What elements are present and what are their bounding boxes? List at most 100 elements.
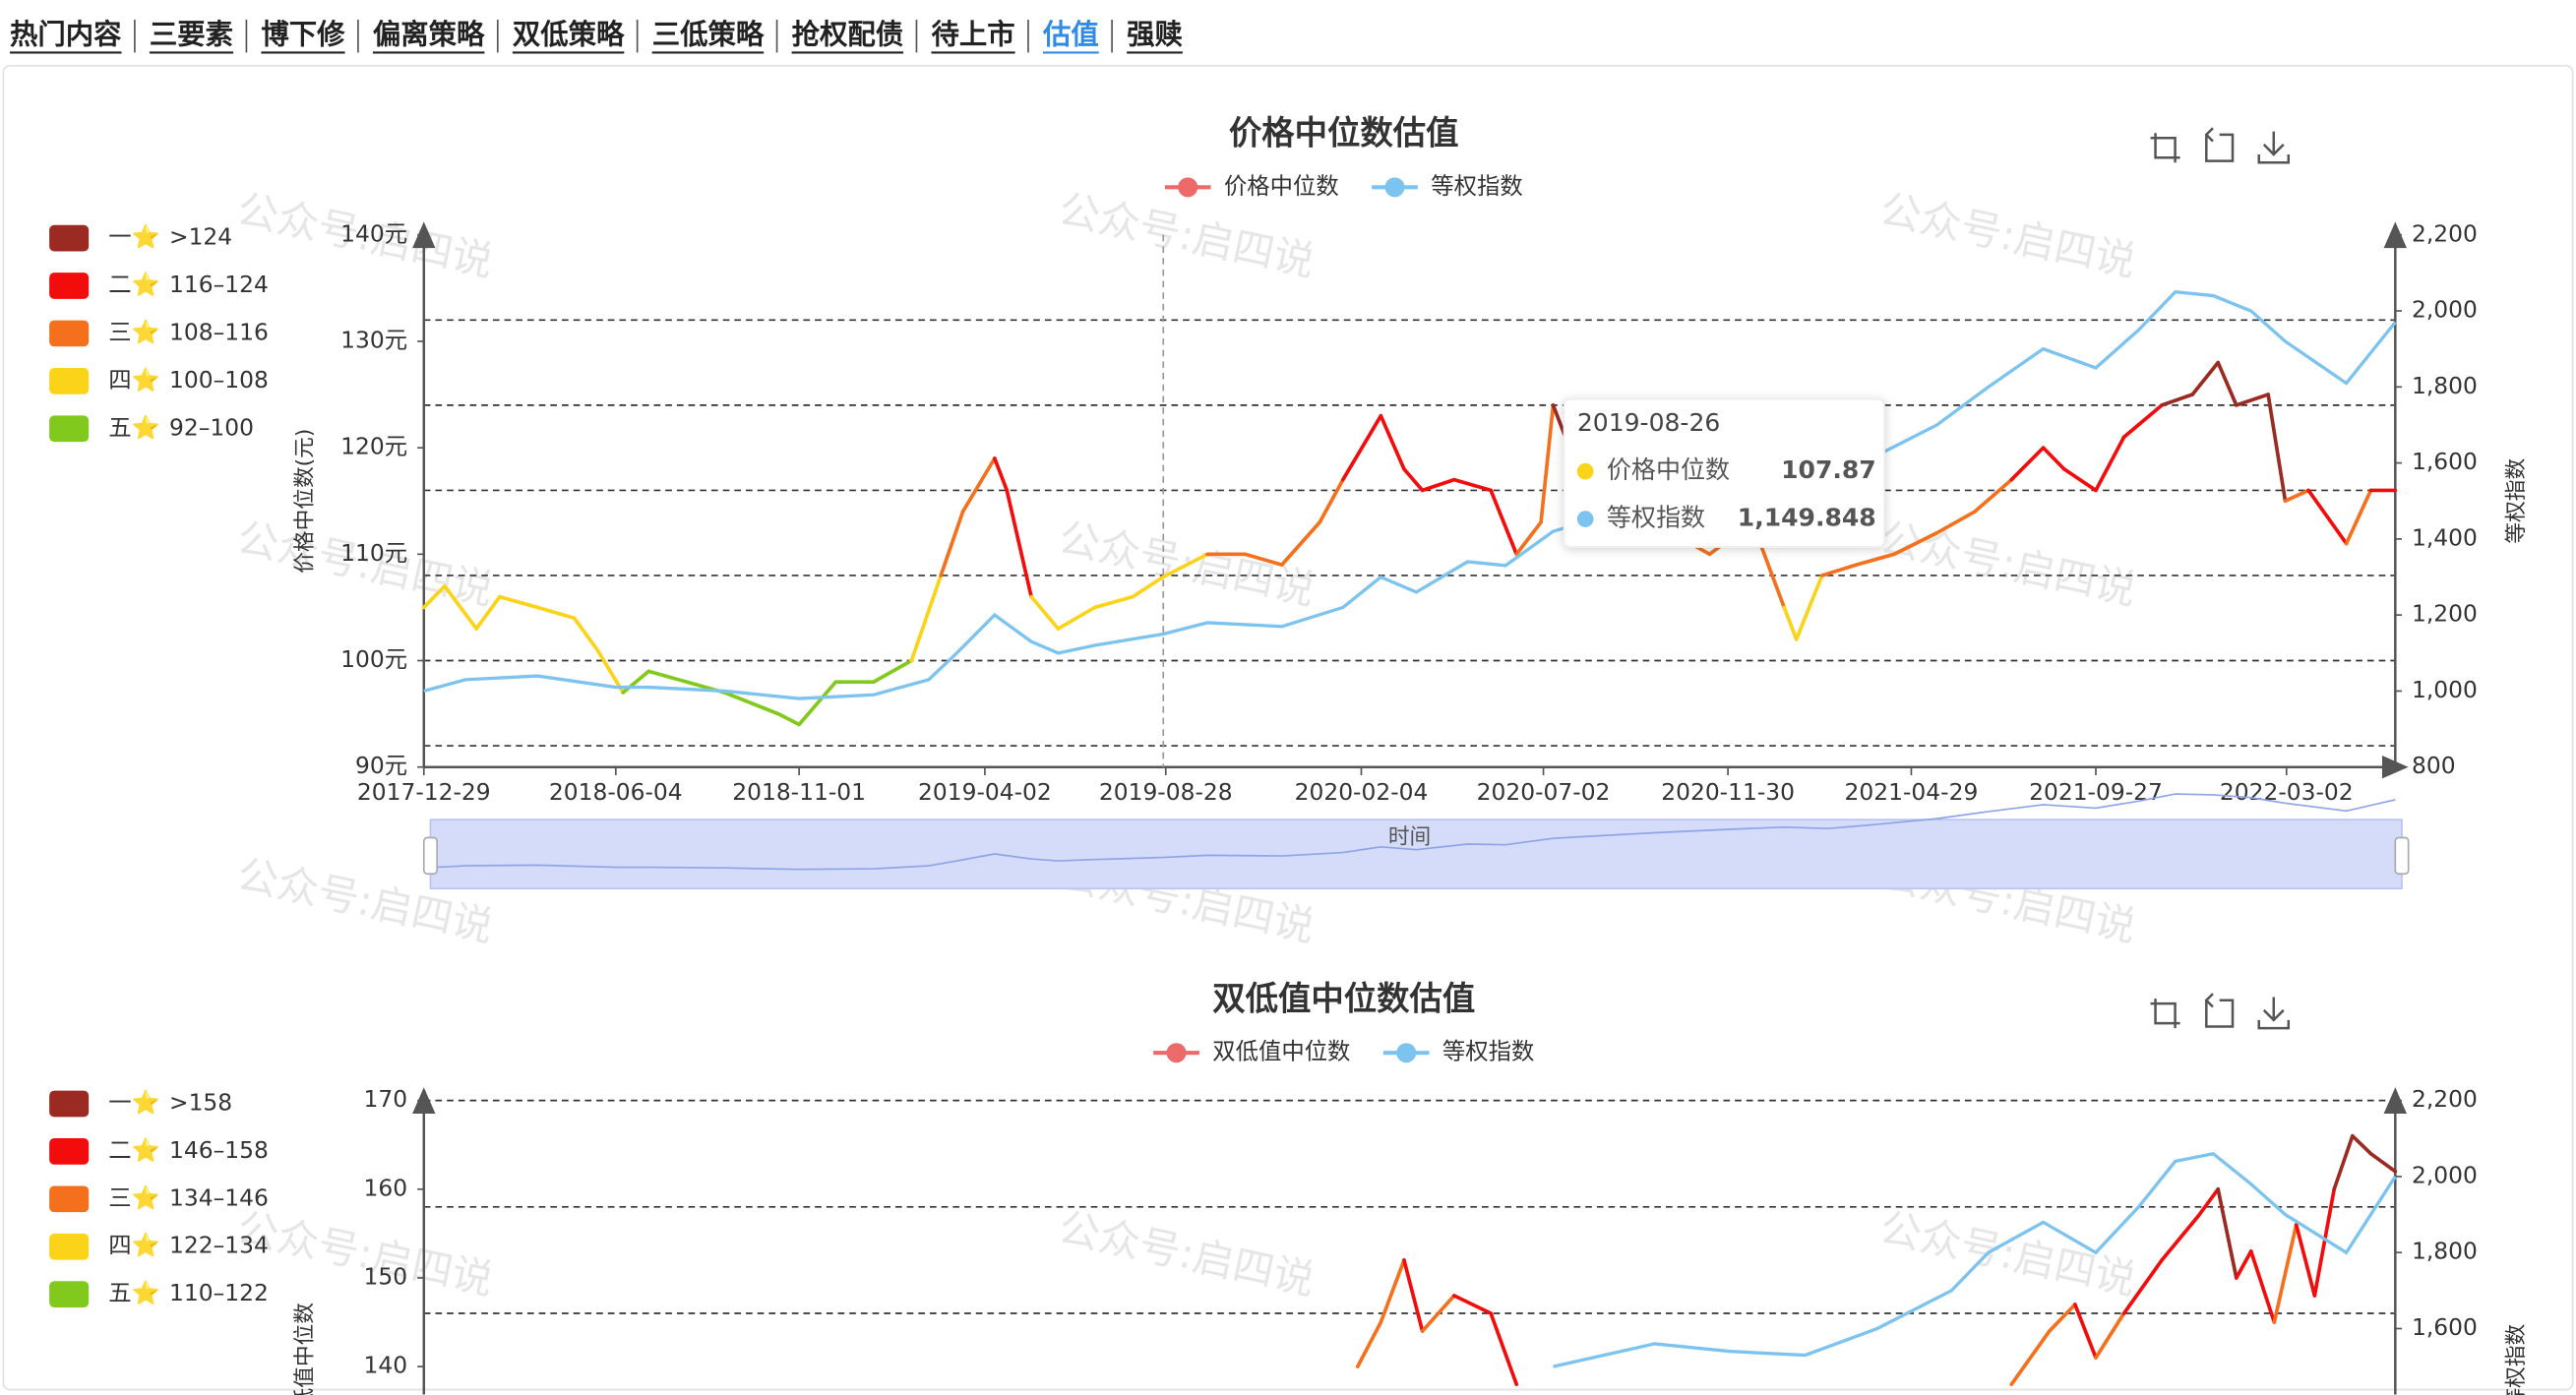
tooltip-value: 107.87 [1781,455,1876,484]
toolbox-button[interactable] [2150,999,2180,1029]
toolbox-button[interactable] [2257,131,2291,164]
nav-link[interactable]: 估值 [1042,19,1099,51]
legend-dot [1396,1043,1417,1063]
median-line-segment [1539,403,1556,524]
tooltip-name: 等权指数 [1607,504,1705,532]
piece-swatch[interactable] [49,224,90,252]
y-tick-label: 120元 [340,433,407,460]
x-tick-label: 2021-04-29 [1845,778,1979,806]
x-tick-label: 2019-04-02 [918,778,1052,806]
piece-swatch[interactable] [49,367,90,394]
median-line-segment [535,605,577,621]
y2-tick-label: 2,200 [2412,219,2478,247]
y2-tick-label: 1,600 [2412,448,2478,475]
nav-link[interactable]: 博下修 [261,19,345,51]
median-line-segment [2041,446,2066,471]
nav-link[interactable]: 三低策略 [652,19,765,51]
median-line-segment [1355,1320,1383,1368]
piece-label: 一⭐ [108,1088,159,1116]
nav-link[interactable]: 三要素 [150,19,233,51]
nav-link[interactable]: 偏离策略 [373,19,485,51]
median-line-segment [421,583,447,610]
median-line-segment [443,583,479,631]
median-line-segment [1420,1294,1456,1333]
median-line-segment [1279,520,1322,567]
nav-link[interactable]: 抢权配债 [792,19,904,51]
legend-dot [1166,1043,1187,1063]
piece-swatch[interactable] [49,1185,90,1213]
median-line-segment [722,691,780,716]
toolbox-button[interactable] [2204,993,2235,1028]
median-line-segment [2121,1258,2164,1315]
median-line-segment [497,594,540,610]
legend-label: 双低值中位数 [1212,1038,1350,1065]
nav-link[interactable]: 热门内容 [10,19,122,51]
median-line-segment [1341,413,1383,482]
piece-range: 146–158 [169,1136,269,1164]
median-line-segment [960,456,997,514]
toolbox-button[interactable] [2150,133,2180,163]
median-line-segment [2121,403,2164,440]
median-line-segment [2283,488,2310,504]
median-line-segment [1452,1294,1493,1315]
piece-range: 92–100 [169,413,254,441]
index-line [1553,1151,2397,1368]
median-line-segment [2368,1151,2398,1174]
piece-label: 三⭐ [108,318,159,345]
toolbox-button[interactable] [2257,997,2291,1030]
x-tick-label: 2022-03-02 [2220,778,2354,806]
median-line-segment [646,669,689,684]
piece-swatch[interactable] [49,320,90,347]
piece-swatch[interactable] [49,273,90,299]
piece-swatch[interactable] [49,1090,90,1118]
nav-link[interactable]: 双低策略 [513,19,625,51]
median-line-segment [1161,552,1209,579]
y-tick-label: 160 [363,1174,407,1201]
tooltip-value: 1,149.848 [1738,504,1876,532]
chart-title: 价格中位数估值 [1229,113,1459,152]
median-line-segment [2235,393,2270,407]
median-line-segment [1131,575,1166,599]
median-line-segment [2094,435,2126,493]
toolbox-button[interactable] [2204,127,2235,162]
y2-tick-label: 1,800 [2412,1238,2478,1265]
median-line-segment [1056,605,1097,631]
x-tick-label: 2021-09-27 [2029,778,2163,806]
data-zoom[interactable] [429,819,2403,890]
nav-link[interactable]: 待上市 [931,19,1014,51]
piece-label: 四⭐ [108,1232,159,1259]
piece-swatch[interactable] [49,1138,90,1165]
median-line-segment [1379,1258,1406,1324]
y2-tick-label: 2,000 [2412,1161,2478,1188]
legend-label: 等权指数 [1442,1038,1534,1065]
median-line-segment [2009,1329,2052,1386]
piece-range: 134–146 [169,1183,269,1211]
data-zoom-handle[interactable] [2394,836,2410,876]
piece-range: 122–134 [169,1232,269,1259]
chart-title: 双低值中位数估值 [1212,979,1475,1017]
median-line-segment [474,594,502,631]
median-line-segment [1489,488,1519,557]
piece-swatch[interactable] [49,1281,90,1308]
index-line [423,289,2397,700]
median-line-segment [1318,477,1345,524]
x-tick-label: 2020-11-30 [1661,778,1795,806]
median-line-segment [1402,1258,1425,1333]
median-line-segment [2266,393,2288,504]
median-line-segment [1854,552,1896,567]
median-line-segment [2073,1303,2098,1360]
median-line-segment [776,711,801,727]
y2-tick-label: 2,200 [2412,1085,2478,1113]
median-line-segment [2248,1249,2277,1324]
y-tick-label: 150 [363,1262,407,1290]
data-zoom-handle[interactable] [422,836,438,876]
y2-tick-label: 1,000 [2412,676,2478,703]
legend-label: 等权指数 [1431,172,1522,200]
piece-swatch[interactable] [49,415,90,443]
piece-swatch[interactable] [49,1233,90,1260]
median-line-segment [1402,466,1425,493]
nav-link[interactable]: 强赎 [1127,19,1183,51]
median-line-segment [2009,446,2046,482]
median-line-segment [572,616,600,652]
